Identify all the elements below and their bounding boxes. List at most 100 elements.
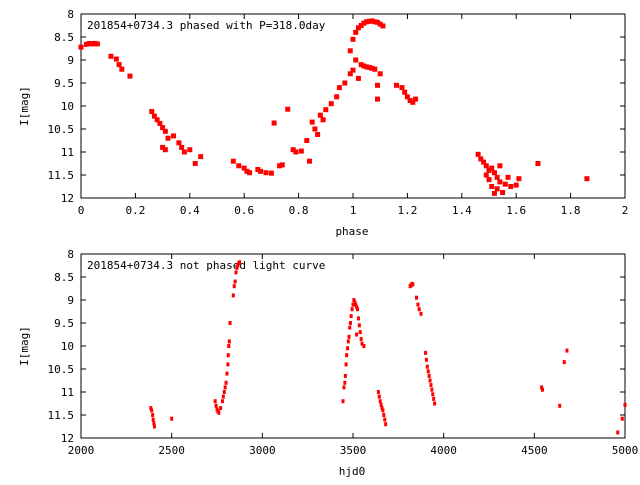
data-point bbox=[154, 117, 160, 123]
data-point bbox=[372, 19, 378, 25]
data-point bbox=[369, 65, 375, 71]
data-point bbox=[160, 125, 166, 131]
x-tick-label: 0.4 bbox=[180, 204, 200, 217]
data-point bbox=[187, 147, 193, 153]
data-point bbox=[236, 263, 240, 268]
data-point bbox=[150, 408, 154, 413]
data-point bbox=[383, 417, 387, 422]
y-tick-label: 8.5 bbox=[54, 31, 74, 44]
data-point bbox=[481, 159, 487, 165]
data-point bbox=[535, 161, 541, 166]
data-point bbox=[358, 62, 364, 68]
data-point bbox=[354, 302, 358, 307]
data-point bbox=[413, 96, 419, 102]
data-point bbox=[377, 21, 383, 27]
y-tick-label: 10 bbox=[61, 100, 74, 113]
data-point bbox=[226, 362, 230, 367]
data-point bbox=[119, 66, 125, 72]
unphased-light-curve-panel: 201854+0734.3 not phased light curve hjd… bbox=[18, 248, 638, 478]
data-point bbox=[309, 119, 315, 125]
data-point bbox=[616, 430, 620, 435]
data-point bbox=[402, 89, 408, 95]
x-tick-label: 1.8 bbox=[561, 204, 581, 217]
data-point bbox=[356, 307, 360, 312]
data-point bbox=[151, 417, 155, 422]
x-tick-label: 1 bbox=[350, 204, 357, 217]
data-point bbox=[497, 163, 503, 169]
data-point bbox=[271, 120, 277, 126]
data-point bbox=[334, 94, 340, 100]
data-point bbox=[343, 380, 347, 385]
x-tick-label: 3000 bbox=[249, 444, 276, 457]
data-point bbox=[500, 189, 506, 195]
data-point bbox=[366, 64, 372, 70]
data-point bbox=[377, 394, 381, 399]
data-point bbox=[416, 302, 420, 307]
data-point bbox=[181, 149, 187, 155]
data-point bbox=[160, 144, 166, 150]
data-point bbox=[113, 56, 119, 62]
data-point bbox=[433, 401, 437, 406]
x-tick-label: 0 bbox=[78, 204, 85, 217]
data-point bbox=[355, 304, 359, 309]
data-point bbox=[494, 186, 500, 192]
data-point bbox=[369, 18, 375, 24]
data-point bbox=[346, 339, 350, 344]
data-point bbox=[497, 179, 503, 185]
data-point bbox=[290, 147, 296, 153]
y-tick-label: 9.5 bbox=[54, 317, 74, 330]
data-point bbox=[233, 279, 237, 284]
x-tick-label: 2500 bbox=[158, 444, 185, 457]
data-point bbox=[224, 380, 228, 385]
data-point bbox=[350, 307, 354, 312]
data-point bbox=[414, 295, 418, 300]
data-point bbox=[358, 23, 364, 28]
data-point bbox=[342, 80, 348, 86]
data-point bbox=[364, 19, 370, 25]
data-point bbox=[92, 40, 98, 46]
data-point bbox=[399, 85, 405, 91]
data-point bbox=[165, 135, 171, 141]
data-point bbox=[380, 406, 384, 411]
data-point bbox=[424, 350, 428, 355]
data-point bbox=[152, 421, 156, 426]
y-tick-label: 12 bbox=[61, 432, 74, 445]
data-point bbox=[358, 330, 362, 335]
y-tick-label: 9 bbox=[67, 54, 74, 67]
data-point bbox=[86, 40, 92, 46]
y-tick-label: 11 bbox=[61, 386, 74, 399]
plot-frame bbox=[80, 253, 626, 439]
data-point bbox=[219, 406, 223, 411]
data-point bbox=[362, 344, 366, 348]
data-point bbox=[152, 424, 156, 429]
data-point bbox=[347, 48, 353, 54]
data-point bbox=[241, 165, 247, 171]
data-point bbox=[226, 353, 230, 358]
data-point bbox=[429, 383, 433, 388]
y-tick-label: 9.5 bbox=[54, 77, 74, 90]
data-point bbox=[353, 300, 357, 305]
data-point bbox=[285, 106, 291, 112]
data-point bbox=[344, 362, 348, 367]
data-point bbox=[540, 387, 544, 392]
data-point bbox=[394, 82, 400, 88]
data-point bbox=[304, 138, 310, 143]
data-point bbox=[483, 163, 489, 169]
data-point bbox=[427, 373, 431, 378]
data-point bbox=[424, 357, 428, 362]
data-point bbox=[320, 117, 326, 123]
data-point bbox=[352, 298, 356, 302]
x-tick-label: 2000 bbox=[68, 444, 95, 457]
data-point bbox=[345, 353, 349, 358]
data-point bbox=[360, 341, 364, 346]
data-point bbox=[236, 163, 242, 169]
data-point bbox=[220, 399, 224, 404]
data-point bbox=[268, 170, 274, 176]
x-tick-label: 5000 bbox=[612, 444, 639, 457]
data-point bbox=[231, 293, 235, 298]
data-point bbox=[384, 422, 388, 427]
data-point bbox=[540, 385, 544, 390]
data-point bbox=[336, 85, 342, 91]
data-point bbox=[489, 165, 495, 171]
